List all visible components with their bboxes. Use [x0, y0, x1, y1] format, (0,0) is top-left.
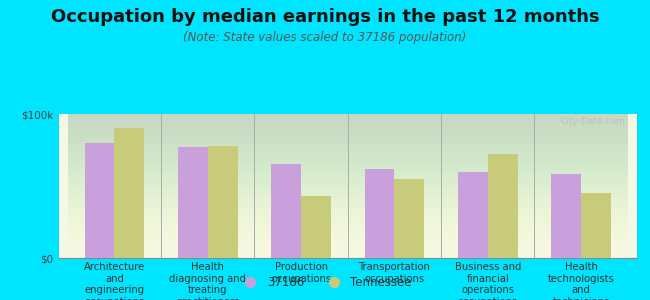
Text: Occupation by median earnings in the past 12 months: Occupation by median earnings in the pas…	[51, 8, 599, 26]
Bar	[551, 175, 581, 258]
Bar	[84, 143, 114, 258]
Bar	[271, 164, 301, 258]
Legend: 37186, Tennessee: 37186, Tennessee	[234, 272, 416, 294]
Bar	[301, 196, 331, 258]
Bar	[581, 193, 611, 258]
Bar	[488, 154, 517, 258]
Bar	[365, 169, 395, 258]
Bar	[395, 179, 424, 258]
Bar	[208, 146, 238, 258]
Text: (Note: State values scaled to 37186 population): (Note: State values scaled to 37186 popu…	[183, 32, 467, 44]
Bar	[178, 147, 208, 258]
Text: City-Data.com: City-Data.com	[561, 117, 625, 126]
Bar	[458, 172, 488, 258]
Bar	[114, 128, 144, 258]
